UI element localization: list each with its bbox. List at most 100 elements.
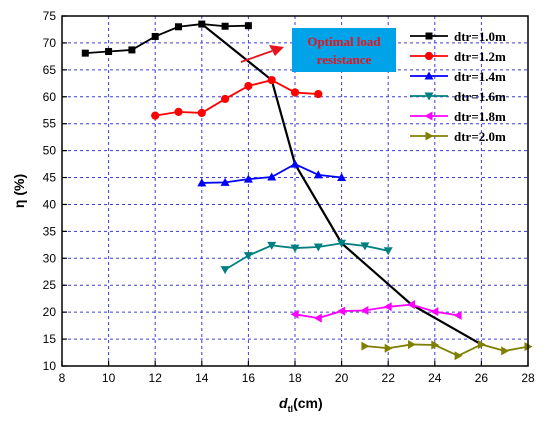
data-point bbox=[290, 244, 300, 253]
series-line bbox=[294, 303, 459, 319]
data-point bbox=[267, 172, 277, 181]
x-tick-label: 12 bbox=[149, 371, 163, 385]
data-point bbox=[384, 343, 393, 353]
y-tick-label: 30 bbox=[43, 251, 57, 265]
legend-entry-5: dtr=1.8m bbox=[410, 109, 506, 124]
data-point bbox=[220, 266, 230, 275]
data-point bbox=[105, 48, 113, 56]
x-axis-subscript: tl bbox=[288, 404, 294, 414]
data-point bbox=[220, 177, 230, 186]
data-point bbox=[267, 241, 277, 250]
data-point bbox=[454, 351, 463, 361]
data-point bbox=[221, 94, 230, 104]
data-point bbox=[408, 339, 416, 349]
legend-marker bbox=[425, 131, 434, 141]
data-point bbox=[361, 341, 370, 351]
x-axis-unit: (cm) bbox=[293, 395, 323, 411]
legend-marker bbox=[424, 111, 433, 121]
data-point bbox=[128, 46, 136, 54]
annotation-arrowhead bbox=[269, 45, 284, 56]
legend-label: dtr=1.0m bbox=[454, 29, 506, 44]
data-point bbox=[290, 159, 300, 168]
data-point bbox=[477, 339, 486, 349]
data-point bbox=[290, 309, 299, 319]
legend-label: dtr=2.0m bbox=[454, 129, 506, 144]
legend-entry-4: dtr=1.6m bbox=[410, 89, 506, 104]
y-axis-title: η (%) bbox=[11, 174, 27, 208]
y-tick-label: 50 bbox=[43, 144, 57, 158]
data-point bbox=[244, 22, 252, 30]
x-tick-label: 10 bbox=[102, 371, 116, 385]
legend-marker bbox=[424, 92, 434, 101]
data-point bbox=[430, 307, 439, 317]
legend-label: dtr=1.6m bbox=[454, 89, 506, 104]
data-point bbox=[175, 23, 182, 31]
annotation-line-2: resistance bbox=[317, 52, 372, 67]
optimal-curve bbox=[201, 23, 482, 346]
data-point bbox=[501, 346, 510, 356]
data-point bbox=[81, 49, 89, 57]
data-point bbox=[360, 242, 370, 251]
series-3 bbox=[197, 159, 347, 187]
x-axis-var: d bbox=[279, 395, 288, 411]
data-point bbox=[313, 313, 322, 323]
y-tick-label: 55 bbox=[43, 117, 57, 131]
y-tick-label: 75 bbox=[43, 9, 57, 23]
data-point bbox=[244, 81, 253, 91]
data-point bbox=[407, 300, 415, 310]
data-point bbox=[197, 108, 206, 118]
x-tick-label: 24 bbox=[428, 371, 442, 385]
series-5 bbox=[290, 300, 462, 323]
y-tick-label: 60 bbox=[43, 90, 57, 104]
legend-entry-3: dtr=1.4m bbox=[410, 69, 506, 84]
x-tick-label: 20 bbox=[335, 371, 349, 385]
x-axis-title: dtl(cm) bbox=[279, 395, 323, 414]
series-2 bbox=[151, 75, 323, 120]
annotation-box bbox=[292, 28, 396, 72]
data-point bbox=[198, 20, 206, 28]
data-point bbox=[337, 173, 347, 182]
data-point bbox=[383, 247, 393, 256]
legend-marker bbox=[425, 32, 433, 40]
optimal-load-annotation: Optimal load resistance bbox=[240, 28, 396, 72]
data-point bbox=[337, 239, 347, 248]
legend-label: dtr=1.2m bbox=[454, 49, 506, 64]
optimal-curve-line bbox=[201, 23, 482, 346]
legend-entry-1: dtr=1.0m bbox=[410, 29, 506, 44]
y-tick-label: 70 bbox=[43, 36, 57, 50]
data-point bbox=[221, 22, 229, 30]
legend-marker bbox=[424, 51, 434, 61]
data-point bbox=[313, 170, 323, 179]
legend-label: dtr=1.8m bbox=[454, 109, 506, 124]
data-point bbox=[174, 107, 183, 116]
y-tick-label: 20 bbox=[43, 305, 57, 319]
data-point bbox=[453, 310, 462, 320]
data-point bbox=[243, 174, 253, 183]
data-point bbox=[337, 306, 346, 316]
data-point bbox=[151, 32, 159, 40]
data-point bbox=[313, 243, 323, 252]
y-tick-label: 15 bbox=[43, 332, 57, 346]
legend-marker bbox=[424, 71, 434, 80]
legend-entry-2: dtr=1.2m bbox=[410, 49, 506, 64]
y-tick-label: 10 bbox=[43, 359, 57, 373]
annotation-arrow bbox=[240, 50, 273, 63]
legend: dtr=1.0m dtr=1.2m dtr=1.4m dtr=1.6m dtr=1.8m… bbox=[410, 29, 506, 144]
y-tick-label: 25 bbox=[43, 278, 57, 292]
series-4 bbox=[220, 239, 393, 275]
data-point bbox=[383, 302, 392, 312]
data-point bbox=[243, 252, 253, 261]
y-tick-label: 40 bbox=[43, 197, 57, 211]
annotation-line-1: Optimal load bbox=[307, 34, 381, 49]
series-line bbox=[364, 343, 529, 357]
x-tick-label: 16 bbox=[242, 371, 256, 385]
y-tick-label: 35 bbox=[43, 224, 57, 238]
x-tick-label: 28 bbox=[521, 371, 535, 385]
data-point bbox=[314, 89, 323, 99]
x-tick-label: 18 bbox=[288, 371, 302, 385]
x-tick-label: 22 bbox=[382, 371, 396, 385]
data-point bbox=[267, 75, 276, 85]
x-tick-label: 14 bbox=[195, 371, 209, 385]
x-tick-label: 8 bbox=[59, 371, 66, 385]
y-tick-label: 65 bbox=[43, 63, 57, 77]
